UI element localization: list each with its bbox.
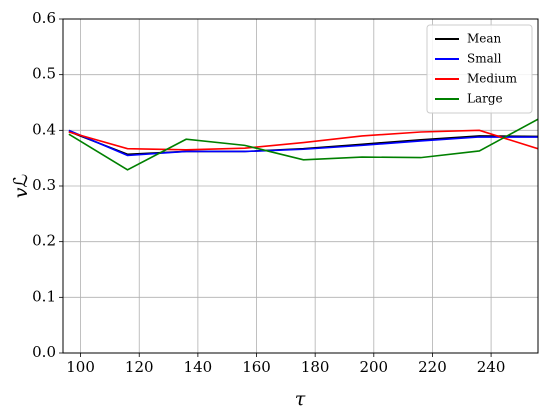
series-line [68,129,538,157]
x-tick-label: 240 [477,358,506,376]
legend: Mean Small Medium Large [426,24,533,114]
legend-box [426,24,533,114]
series-line [68,129,538,151]
legend-label: Medium [467,72,518,86]
x-tick-label: 220 [418,358,447,376]
series-line [68,118,538,171]
y-tick-label: 0.2 [32,232,56,250]
legend-label: Large [467,92,503,106]
legend-label: Mean [467,32,502,46]
y-tick-label: 0.6 [32,9,56,27]
x-tick-label: 120 [125,358,154,376]
plot-frame [62,18,539,354]
x-axis-label: τ [295,388,306,410]
x-tick-label: 180 [301,358,330,376]
x-tick-label: 200 [359,358,388,376]
y-axis-label: 𝑣ℒ [10,174,32,198]
x-tick-label: 140 [184,358,213,376]
y-tick-label: 0.3 [32,176,56,194]
y-tick-label: 0.4 [32,120,56,138]
x-tick-label: 160 [242,358,271,376]
x-tick-label: 100 [66,358,95,376]
legend-label: Small [467,52,502,66]
y-tick-label: 0.5 [32,65,56,83]
y-tick-label: 0.1 [32,287,56,305]
y-tick-label: 0.0 [32,343,56,361]
